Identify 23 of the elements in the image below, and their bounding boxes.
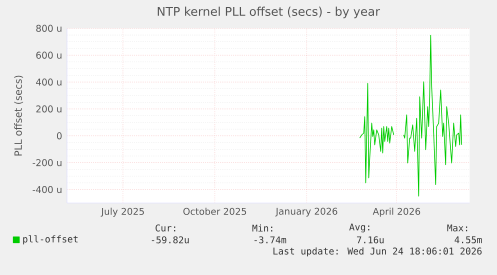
y-tick-label: 200 u	[36, 105, 62, 112]
legend-label: pll-offset	[23, 235, 78, 244]
x-tick-label: January 2026	[275, 208, 338, 217]
text: Cur:	[156, 224, 176, 232]
text: Avg:	[349, 224, 370, 232]
text: Last update: Wed Jun 24 18:06:01 2026	[273, 247, 482, 256]
text: Max:	[447, 224, 468, 232]
y-tick-label: 0	[56, 132, 62, 140]
text: -3.74m	[254, 236, 286, 244]
y-tick-label: -400 u	[32, 186, 62, 194]
x-tick-label: July 2025	[100, 208, 144, 217]
y-axis-title: PLL offset (secs)	[14, 76, 24, 156]
y-tick-label: 600 u	[36, 52, 62, 59]
text: Min:	[252, 224, 272, 232]
text: 4.55m	[454, 236, 482, 244]
y-tick-label: -200 u	[32, 159, 62, 166]
text: -59.82u	[152, 236, 189, 244]
x-tick-label: April 2026	[372, 208, 420, 217]
x-tick-label: October 2025	[183, 208, 246, 215]
y-tick-label: 800 u	[36, 24, 62, 32]
text: 7.16u	[356, 236, 384, 244]
y-tick-label: 400 u	[36, 78, 62, 86]
chart-title: NTP kernel PLL offset (secs) - by year	[158, 6, 380, 18]
